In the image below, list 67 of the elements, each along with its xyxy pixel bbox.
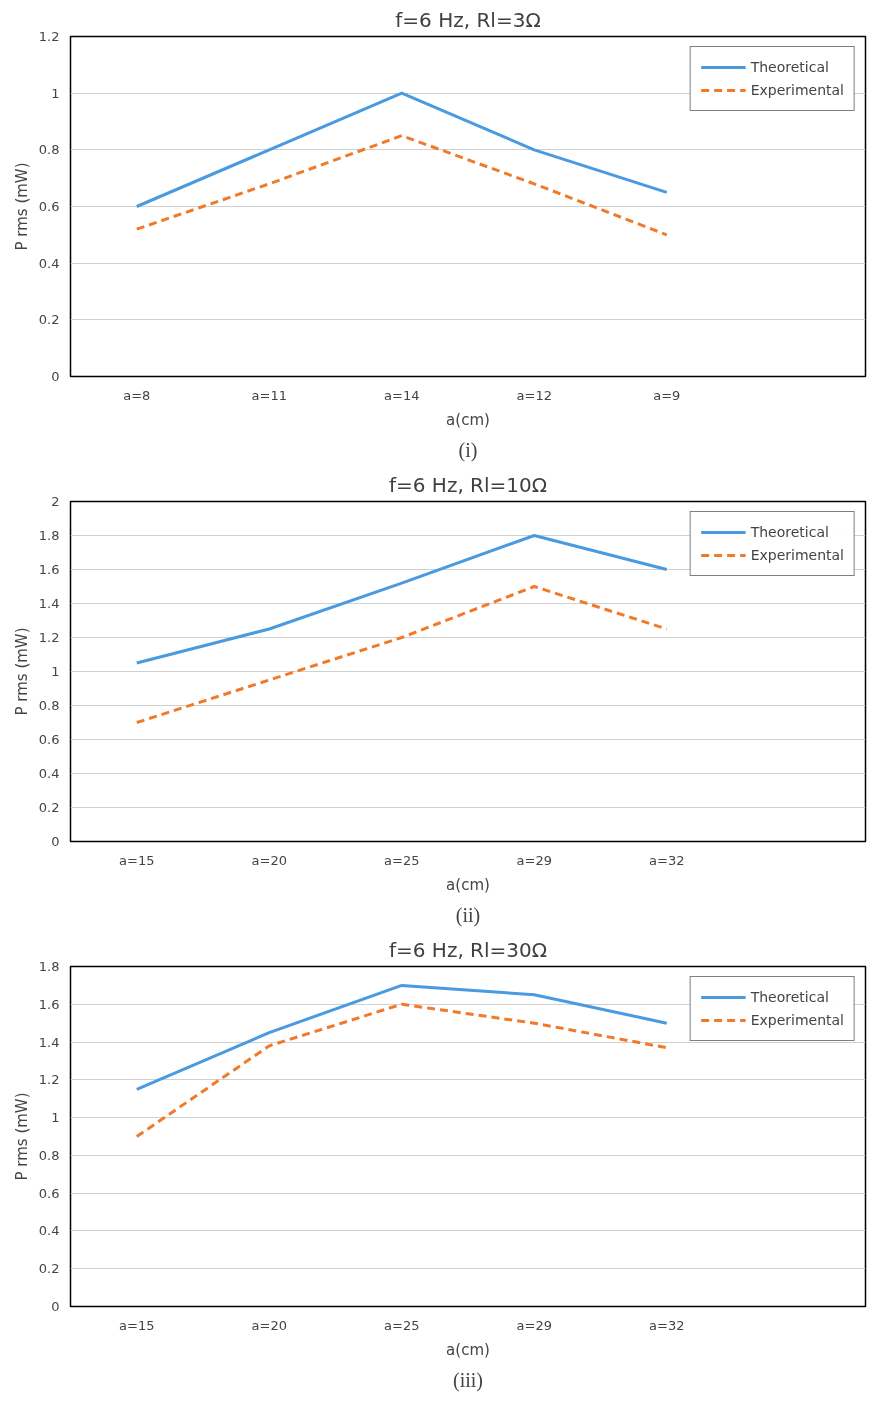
y-tick-label: 1.2 [38,29,60,44]
y-tick-label: 2 [51,494,60,509]
x-axis-title: a(cm) [446,1340,490,1359]
legend-label: Experimental [750,82,844,98]
line-series [135,983,669,1091]
x-tick-label: a=14 [384,387,420,403]
y-tick-label: 0.2 [38,312,60,328]
x-tick-label: a=25 [384,1317,420,1333]
text: (i) [458,438,478,462]
y-tick-label: 0 [51,369,60,384]
y-tick-label: 1.4 [38,596,60,611]
x-tick-label: a=12 [516,387,552,403]
x-tick-label: a=15 [119,1317,155,1333]
text: (ii) [455,903,481,927]
x-tick-label: a=11 [251,387,287,403]
chart-title: f=6 Hz, Rl=30Ω [388,937,548,962]
text: (iii) [453,1368,483,1392]
line-series [135,585,669,724]
y-tick-label: 1 [51,85,60,101]
y-tick-label: 0 [51,1299,60,1314]
x-tick-label: a=25 [384,852,420,868]
line-series [135,1002,669,1138]
x-tick-label: a=32 [649,852,685,868]
y-tick-label: 0.8 [38,142,60,158]
y-tick-label: 1.8 [38,528,60,543]
x-axis-title: a(cm) [446,875,490,894]
y-tick-label: 1.4 [38,1034,60,1050]
y-tick-label: 0.8 [38,1147,60,1163]
x-tick-label: a=20 [251,1317,287,1333]
legend-label: Experimental [750,547,844,563]
chart-title: f=6 Hz, Rl=10Ω [388,472,548,497]
y-tick-label: 0.8 [38,698,60,713]
x-axis-title: a(cm) [446,410,490,429]
y-tick-label: 0.2 [38,1261,60,1277]
y-tick-label: 0.4 [38,1223,60,1239]
y-tick-label: 0.2 [38,800,60,815]
y-tick-label: 0.4 [38,766,60,781]
y-tick-label: 1.2 [38,630,60,645]
x-tick-label: a=29 [516,852,552,868]
y-tick-label: 0.6 [38,1185,60,1201]
legend-label: Theoretical [750,524,829,540]
y-tick-label: 1.2 [38,1072,60,1088]
y-axis-title: P rms (mW) [12,1092,31,1181]
y-tick-label: 1.6 [38,996,60,1012]
y-axis-title: P rms (mW) [12,627,31,716]
y-tick-label: 0.6 [38,199,60,214]
x-tick-label: a=20 [251,852,287,868]
x-tick-label: a=9 [653,387,681,403]
y-axis-title: P rms (mW) [12,162,31,251]
legend-label: Theoretical [750,989,829,1005]
line-series [135,91,669,208]
legend-label: Theoretical [750,59,829,75]
y-tick-label: 1.8 [38,959,60,974]
x-tick-label: a=15 [119,852,155,868]
y-tick-label: 0.4 [38,255,60,271]
line-series [135,534,669,665]
chart-title: f=6 Hz, Rl=3Ω [395,7,541,32]
x-tick-label: a=8 [123,387,151,403]
x-tick-label: a=29 [516,1317,552,1333]
y-tick-label: 1.6 [38,562,60,577]
x-tick-label: a=32 [649,1317,685,1333]
y-tick-label: 1 [51,1110,60,1126]
y-tick-label: 0.6 [38,732,60,747]
y-tick-label: 0 [51,834,60,849]
legend-label: Experimental [750,1012,844,1028]
line-series [135,134,669,237]
y-tick-label: 1 [51,664,60,679]
